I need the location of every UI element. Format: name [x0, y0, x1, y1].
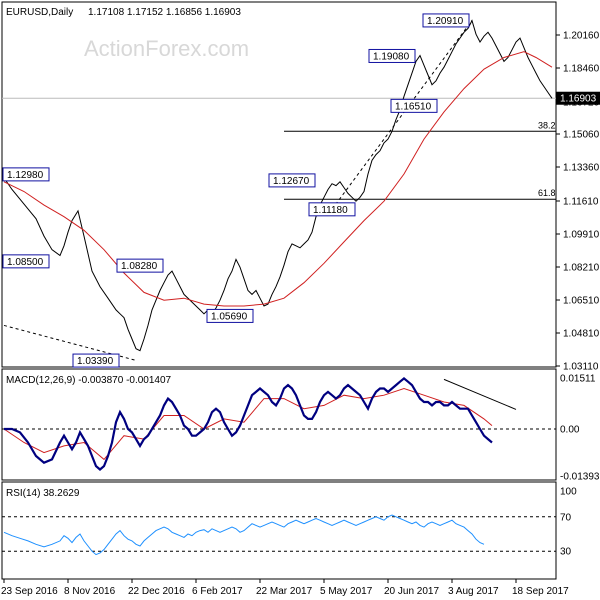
macd-main-line	[4, 376, 493, 471]
fibonacci-levels: 38.2 61.8	[284, 120, 556, 200]
price-tick-label: 1.09910	[563, 229, 600, 240]
price-tick-label: 1.15060	[563, 130, 600, 141]
price-label-text: 1.16510	[395, 101, 432, 112]
last-price-value: 1.16903	[560, 94, 597, 105]
price-label-text: 1.03390	[77, 356, 114, 367]
price-panel-title: EURUSD,Daily	[6, 7, 73, 18]
rsi-tick-label: 100	[560, 487, 577, 498]
rsi-levels	[2, 516, 556, 552]
rsi-panel-frame	[1, 481, 557, 580]
rsi-axis-ticks: 100 70 30	[560, 487, 577, 558]
rsi-line	[3, 514, 485, 556]
price-label-box	[2, 167, 50, 182]
time-tick-label: 6 Feb 2017	[192, 586, 243, 597]
moving-average-line	[3, 51, 553, 307]
price-label-box	[2, 254, 50, 269]
macd-tick-label: 0.00	[560, 424, 580, 435]
rsi-panel-title: RSI(14) 38.2629	[6, 488, 80, 499]
price-tick-label: 1.08210	[563, 262, 600, 273]
price-label-box	[422, 13, 470, 28]
price-label-text: 1.11180	[313, 205, 348, 216]
last-price-badge: 1.16903	[556, 91, 600, 105]
time-tick-label: 3 Aug 2017	[448, 586, 499, 597]
price-label-text: 1.05690	[211, 311, 248, 322]
price-label-box	[72, 353, 120, 368]
price-label-box	[268, 173, 316, 188]
rsi-tick-label: 70	[560, 512, 572, 523]
price-label-text: 1.12980	[7, 170, 44, 181]
price-label-box	[390, 98, 438, 113]
time-tick-label: 5 May 2017	[320, 586, 373, 597]
time-axis: 23 Sep 2016 8 Nov 2016 22 Dec 2016 6 Feb 20…	[1, 579, 569, 597]
macd-trendline	[443, 378, 517, 410]
price-tick-label: 1.13360	[563, 163, 600, 174]
price-panel-frame	[1, 1, 557, 368]
rsi-panel: RSI(14) 38.2629 100 70 30	[1, 481, 577, 580]
price-tick-label: 1.20160	[563, 31, 600, 42]
time-tick-label: 18 Sep 2017	[512, 586, 569, 597]
macd-panel-title: MACD(12,26,9) -0.003870 -0.001407	[6, 375, 172, 386]
watermark: ActionForex.com	[84, 36, 249, 61]
price-label-text: 1.08280	[121, 261, 158, 272]
macd-axis-ticks: 0.01511 0.00 -0.01393	[560, 374, 600, 483]
macd-panel-frame	[1, 368, 557, 481]
price-label-text: 1.19080	[373, 51, 410, 62]
macd-tick-label: 0.01511	[560, 374, 596, 385]
time-tick-label: 20 Jun 2017	[384, 586, 439, 597]
time-tick-label: 22 Dec 2016	[128, 586, 185, 597]
price-label-text: 1.12670	[273, 176, 310, 187]
price-panel: EURUSD,Daily 1.17108 1.17152 1.16856 1.1…	[1, 1, 600, 373]
time-tick-label: 8 Nov 2016	[64, 586, 116, 597]
price-tick-label: 1.03110	[563, 362, 599, 373]
price-label-box	[206, 308, 254, 323]
time-tick-label: 23 Sep 2016	[1, 586, 58, 597]
price-tick-label: 1.18460	[563, 64, 600, 75]
price-label-box	[116, 258, 164, 273]
macd-panel: MACD(12,26,9) -0.003870 -0.001407 0.0151…	[1, 368, 600, 483]
time-tick-label: 22 Mar 2017	[256, 586, 313, 597]
price-ohlc-readout: 1.17108 1.17152 1.16856 1.16903	[88, 7, 241, 18]
fib-level-label: 38.2	[538, 120, 556, 130]
price-label-text: 1.08500	[7, 257, 44, 268]
price-level-labels: 1.12980 1.08500 1.08280 1.03390 1.05690 1.126…	[2, 13, 470, 368]
price-trendlines	[3, 20, 473, 361]
price-tick-label: 1.04810	[563, 328, 600, 339]
price-label-box	[308, 202, 356, 217]
fib-level-label: 61.8	[538, 188, 556, 198]
price-tick-label: 1.11610	[563, 196, 599, 207]
price-tick-label: 1.06510	[563, 295, 600, 306]
support-trendline	[3, 324, 137, 361]
price-label-text: 1.20910	[427, 16, 464, 27]
macd-tick-label: -0.01393	[560, 472, 600, 483]
rsi-tick-label: 30	[560, 547, 572, 558]
price-label-box	[368, 48, 416, 63]
